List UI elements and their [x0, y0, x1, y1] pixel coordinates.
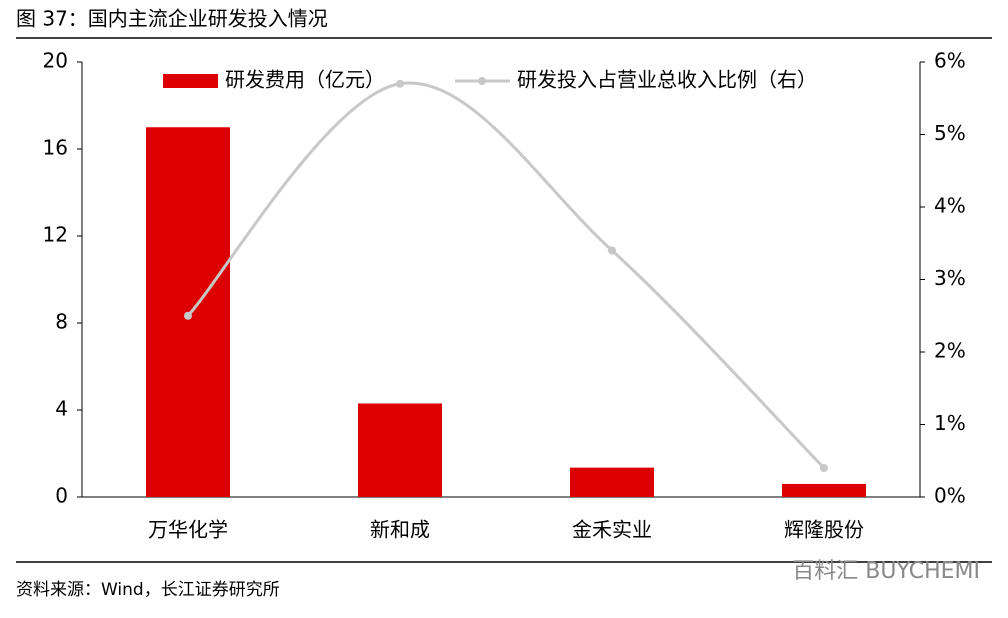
bar — [358, 403, 442, 497]
y2-tick-label: 3% — [934, 266, 966, 290]
y-tick-label: 4 — [55, 397, 68, 421]
y2-tick-label: 0% — [934, 484, 966, 508]
line-point — [820, 464, 828, 472]
line-point — [608, 246, 616, 255]
figure-title: 图 37：国内主流企业研发投入情况 — [16, 7, 328, 31]
x-tick-label: 金禾实业 — [572, 518, 652, 542]
y-tick-label: 0 — [55, 484, 68, 508]
source: 资料来源：Wind，长江证券研究所 — [16, 580, 280, 600]
x-tick-label: 辉隆股份 — [784, 518, 864, 542]
x-tick-label: 新和成 — [370, 518, 430, 542]
x-tick-label: 万华化学 — [148, 518, 228, 542]
y-tick-label: 16 — [43, 136, 68, 160]
legend-swatch — [163, 74, 218, 88]
bar — [782, 483, 866, 497]
y-tick-label: 8 — [55, 310, 68, 334]
legend-label: 研发费用（亿元） — [225, 68, 385, 92]
watermark: 百料汇 BUYCHEMI — [792, 559, 980, 584]
line-point — [184, 311, 192, 320]
y-tick-label: 20 — [43, 49, 68, 73]
y2-tick-label: 2% — [934, 339, 966, 363]
y2-tick-label: 4% — [934, 194, 966, 218]
legend-swatch-dot — [478, 77, 486, 85]
line — [186, 81, 826, 470]
y2-tick-label: 5% — [934, 121, 966, 145]
y-tick-label: 12 — [43, 223, 68, 247]
line-point — [396, 79, 404, 88]
y2-tick-label: 6% — [934, 49, 966, 73]
bar — [570, 467, 654, 497]
y2-tick-label: 1% — [934, 411, 966, 435]
legend-label: 研发投入占营业总收入比例（右） — [517, 68, 817, 92]
